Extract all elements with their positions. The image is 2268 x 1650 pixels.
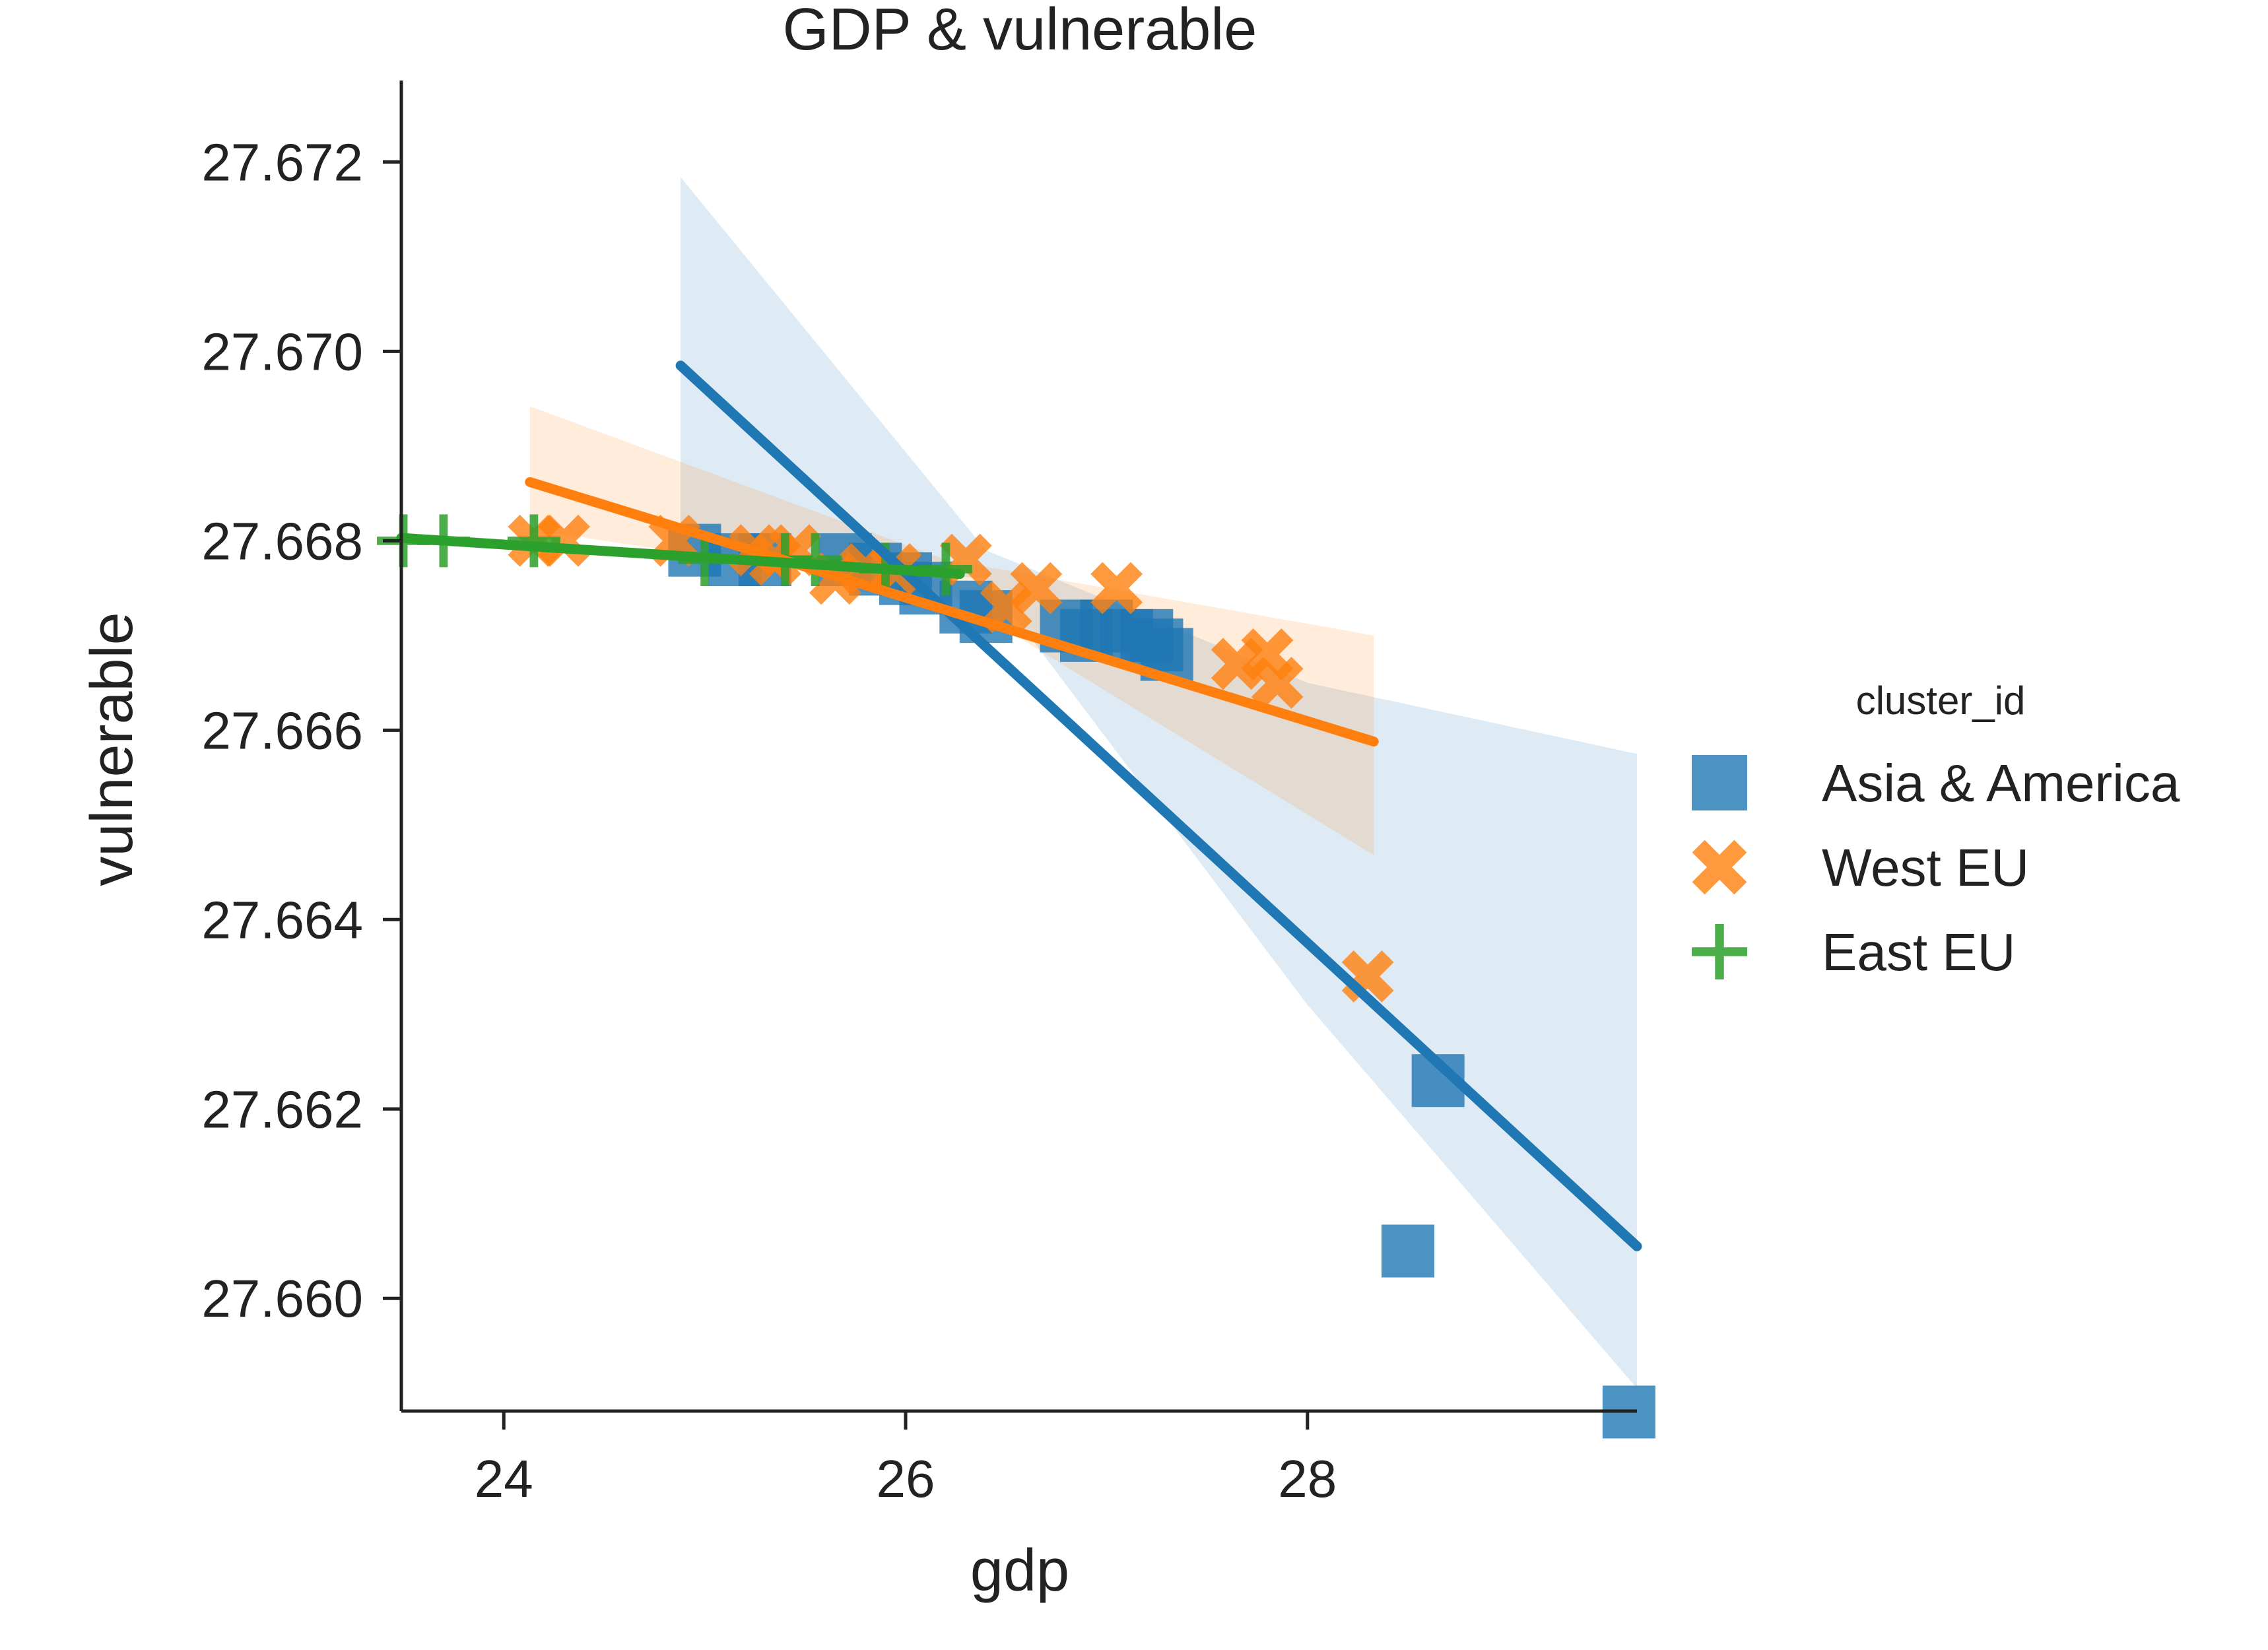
regression-line [396,533,965,579]
y-tick-label: 27.664 [201,890,363,949]
legend-title: cluster_id [1856,678,2026,723]
data-point [1692,840,1747,895]
x-tick-label: 24 [475,1449,533,1508]
y-tick-label: 27.670 [201,322,363,381]
y-tick-label: 27.660 [201,1269,363,1328]
data-point [1381,1224,1434,1278]
x-tick-label: 26 [877,1449,935,1508]
x-ticks: 24 26 28 [475,1411,1337,1508]
regression-lines [396,360,1642,1251]
legend-label: West EU [1822,838,2029,897]
regression-line [525,477,1379,747]
ci-band [681,177,1637,1389]
regression-line [675,360,1642,1251]
ci-bands [529,177,1637,1389]
y-axis-label: vulnerable [79,612,145,886]
data-point [1692,924,1747,979]
y-tick-label: 27.668 [201,512,363,570]
legend-label: Asia & America [1822,754,2180,812]
x-axis-label: gdp [970,1538,1069,1604]
data-point [1251,657,1304,710]
data-point [1692,755,1747,810]
y-ticks: 27.660 27.662 27.664 27.666 27.668 27.670 27.6… [201,133,401,1328]
legend: cluster_id Asia & America West EU East EU [1692,678,2180,981]
ci-band [529,406,1374,855]
chart-title: GDP & vulnerable [783,0,1257,63]
data-point [1010,562,1063,614]
y-tick-label: 27.672 [201,133,363,191]
x-tick-label: 28 [1278,1449,1337,1508]
data-point [1090,562,1143,614]
legend-label: East EU [1822,923,2015,981]
y-tick-label: 27.662 [201,1080,363,1138]
y-tick-label: 27.666 [201,701,363,760]
